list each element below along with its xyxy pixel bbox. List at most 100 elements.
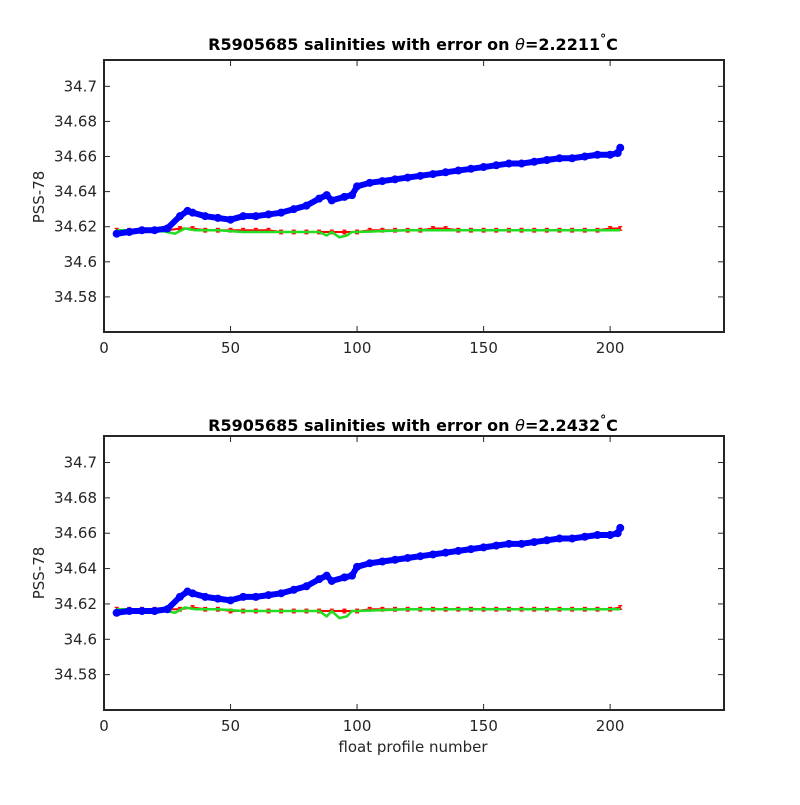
bottom-raw-point <box>479 543 488 552</box>
top-raw-point <box>353 182 362 191</box>
top-y-tick-label: 34.64 <box>54 183 97 201</box>
top-raw-point <box>391 175 400 184</box>
top-raw-point <box>568 154 577 163</box>
top-raw-point <box>264 210 273 219</box>
top-raw-point <box>479 163 488 172</box>
x-axis-label: float profile number <box>338 738 488 756</box>
bottom-raw-point <box>150 607 159 616</box>
bottom-raw-point <box>492 541 501 550</box>
bottom-raw-point <box>593 530 602 539</box>
bottom-raw-point <box>137 607 146 616</box>
top-panel-title: R5905685 salinities with error on θ=2.22… <box>208 32 618 54</box>
bottom-raw-point <box>125 607 134 616</box>
bottom-raw-point <box>441 548 450 557</box>
top-raw-point <box>163 224 172 233</box>
top-raw-point <box>315 194 324 203</box>
bottom-raw-point <box>322 571 331 580</box>
top-raw-point <box>213 213 222 222</box>
bottom-raw-point <box>353 562 362 571</box>
top-panel-plot-area: 0 50 100 150 200 34.58 34.6 34.62 34.64 34.66 34.6… <box>54 59 725 357</box>
bottom-raw-point <box>616 523 625 532</box>
top-raw-point <box>616 143 625 152</box>
top-panel-ylabel: PSS-78 <box>30 171 48 224</box>
bottom-raw-point <box>517 539 526 548</box>
top-raw-point <box>137 226 146 235</box>
bottom-raw-point <box>112 608 121 617</box>
top-raw-point <box>403 173 412 182</box>
top-panel: R5905685 salinities with error on θ=2.22… <box>30 32 725 357</box>
bottom-x-tick-label: 150 <box>469 717 498 735</box>
bottom-raw-point <box>428 550 437 559</box>
bottom-panel-plot-area: 0 50 100 150 200 34.58 34.6 34.62 34.64 34.66 34.6… <box>54 435 725 735</box>
bottom-x-tick-label: 100 <box>343 717 372 735</box>
top-raw-point <box>555 154 564 163</box>
bottom-raw-point <box>348 571 356 580</box>
bottom-y-tick-label: 34.68 <box>54 489 97 507</box>
bottom-raw-point <box>188 589 197 598</box>
bottom-x-tick-label: 50 <box>221 717 240 735</box>
top-raw-point <box>348 191 356 200</box>
top-y-tick-label: 34.62 <box>54 218 97 236</box>
bottom-raw-point <box>542 536 551 545</box>
top-raw-point <box>188 208 197 217</box>
bottom-raw-point <box>264 591 273 600</box>
bottom-raw-point <box>555 534 564 543</box>
bottom-raw-point <box>239 592 248 601</box>
top-raw-point <box>226 215 235 224</box>
top-raw-point <box>441 168 450 177</box>
top-raw-point <box>125 227 134 236</box>
top-raw-point <box>454 166 463 175</box>
top-raw-point <box>327 196 336 205</box>
top-raw-point <box>606 150 615 159</box>
top-raw-point <box>277 208 286 217</box>
bottom-raw-point <box>213 594 222 603</box>
bottom-axes-frame <box>103 435 725 711</box>
top-y-tick-label: 34.58 <box>54 288 97 306</box>
top-raw-point <box>504 159 513 168</box>
bottom-raw-point <box>302 582 311 591</box>
bottom-raw-point <box>163 605 172 614</box>
bottom-y-tick-label: 34.64 <box>54 560 97 578</box>
top-raw-point <box>466 164 475 173</box>
bottom-raw-point <box>606 530 615 539</box>
top-raw-point <box>378 177 387 186</box>
bottom-panel-ylabel: PSS-78 <box>30 547 48 600</box>
top-y-tick-label: 34.66 <box>54 148 97 166</box>
bottom-y-tick-label: 34.7 <box>64 454 97 472</box>
top-x-tick-label: 50 <box>221 339 240 357</box>
bottom-panel: R5905685 salinities with error on θ=2.24… <box>30 413 725 756</box>
bottom-x-tick-label: 200 <box>596 717 625 735</box>
top-raw-point <box>251 212 260 221</box>
bottom-raw-point <box>365 559 374 568</box>
top-x-tick-label: 150 <box>469 339 498 357</box>
top-raw-point <box>542 156 551 165</box>
top-raw-point <box>517 159 526 168</box>
top-x-tick-label: 100 <box>343 339 372 357</box>
top-raw-point <box>416 171 425 180</box>
top-raw-point <box>593 150 602 159</box>
top-fit-line <box>116 227 621 239</box>
bottom-raw-point <box>378 557 387 566</box>
top-raw-point <box>302 201 311 210</box>
bottom-raw-point <box>580 532 589 541</box>
bottom-raw-point <box>327 576 336 585</box>
top-raw-point <box>530 157 539 166</box>
bottom-raw-point <box>201 592 210 601</box>
top-raw-point <box>580 152 589 161</box>
bottom-raw-point <box>251 592 260 601</box>
bottom-panel-title: R5905685 salinities with error on θ=2.24… <box>208 413 618 435</box>
top-y-tick-label: 34.68 <box>54 112 97 130</box>
bottom-raw-point <box>289 585 298 594</box>
top-y-tick-label: 34.6 <box>64 253 97 271</box>
top-raw-point <box>365 178 374 187</box>
top-raw-point <box>201 212 210 221</box>
top-raw-point <box>340 192 349 201</box>
bottom-y-tick-label: 34.66 <box>54 524 97 542</box>
bottom-raw-point <box>568 534 577 543</box>
top-raw-point <box>289 205 298 214</box>
bottom-raw-point <box>340 573 349 582</box>
top-x-tick-label: 200 <box>596 339 625 357</box>
